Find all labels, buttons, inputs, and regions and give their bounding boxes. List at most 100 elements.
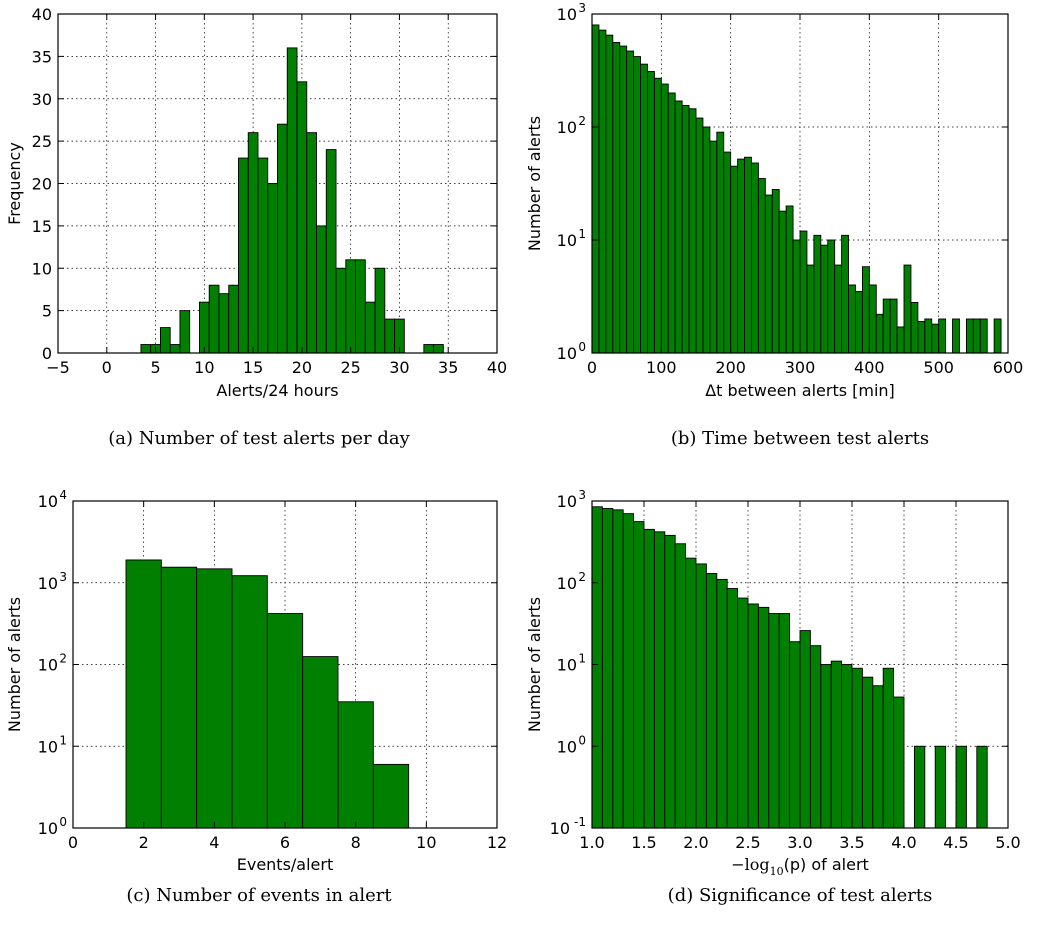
y-tick-label: 10	[38, 574, 58, 593]
x-tick-label: 2	[139, 833, 149, 852]
y-tick-label: 0	[42, 344, 52, 363]
histogram-bar	[889, 298, 898, 354]
panel-caption: (b) Time between test alerts	[671, 428, 929, 449]
histogram-bar	[316, 225, 327, 354]
x-axis-label-subscript: 10	[770, 865, 784, 878]
y-tick-exponent: 3	[59, 570, 67, 584]
histogram-bar	[872, 685, 884, 829]
histogram-bar	[827, 239, 836, 354]
histogram-bar	[695, 563, 707, 829]
y-tick-exponent: 2	[59, 652, 67, 666]
y-tick-label: 10	[557, 5, 577, 24]
x-tick-label: 40	[487, 358, 507, 377]
histogram-bar	[423, 344, 435, 354]
histogram-bar	[938, 318, 947, 354]
histogram-bar	[931, 323, 940, 354]
histogram-bar	[653, 77, 662, 354]
x-tick-label: 30	[389, 358, 409, 377]
x-axis-label: −log10(p) of alert	[731, 855, 869, 878]
histogram-bar	[952, 318, 960, 354]
histogram-bar	[841, 234, 849, 354]
x-tick-label: 200	[715, 358, 746, 377]
histogram-bar	[591, 506, 603, 829]
x-tick-label: 4.0	[891, 833, 916, 852]
histogram-bar	[757, 606, 770, 829]
histogram-bar	[337, 701, 374, 829]
y-tick-label: 10	[557, 656, 577, 675]
histogram-bar	[726, 588, 739, 829]
histogram-bar	[612, 42, 621, 354]
x-axis-label-suffix: (p) of alert	[784, 855, 869, 874]
histogram-bar	[723, 151, 732, 354]
x-tick-label: 2.5	[735, 833, 760, 852]
histogram-bar	[296, 81, 308, 354]
x-tick-label: 600	[993, 358, 1024, 377]
x-tick-label: 0	[68, 833, 78, 852]
y-tick-label: 10	[38, 492, 58, 511]
y-tick-label: 10	[38, 737, 58, 756]
x-tick-label: 12	[487, 833, 507, 852]
histogram-bar	[674, 100, 683, 354]
y-tick-exponent: 2	[578, 114, 586, 128]
histogram-bar	[965, 318, 974, 354]
histogram-bar	[820, 244, 829, 354]
histogram-bar	[934, 745, 947, 829]
x-tick-label: 300	[785, 358, 816, 377]
histogram-bar	[861, 676, 874, 829]
histogram-bar	[125, 559, 162, 829]
x-tick-label: 0	[587, 358, 597, 377]
panel-d-significance-chart: 1.0 1.5 2.0 2.5 3.0 3.5 4.0 4.5 5.0-110010110210…	[525, 488, 1021, 906]
y-axis-label: Number of alerts	[525, 116, 544, 251]
histogram-bar	[605, 34, 614, 354]
histogram-bar	[228, 284, 239, 354]
histogram-bar	[355, 259, 366, 354]
histogram-bar	[169, 344, 181, 354]
x-tick-label: 6	[280, 833, 290, 852]
histogram-bar	[688, 108, 697, 354]
histogram-bar	[266, 613, 304, 829]
y-axis-label: Frequency	[5, 142, 24, 225]
x-tick-label: 3.5	[839, 833, 864, 852]
histogram-bar	[716, 131, 725, 354]
histogram-bar	[612, 509, 624, 829]
histogram-bar	[830, 660, 843, 829]
histogram-bar	[598, 29, 607, 354]
y-tick-label: 40	[32, 5, 52, 24]
histogram-bar	[893, 696, 905, 829]
histogram-bar	[851, 667, 863, 829]
histogram-bar	[834, 264, 843, 354]
histogram-bar	[633, 56, 641, 354]
x-tick-label: 15	[243, 358, 263, 377]
histogram-bar	[993, 318, 1002, 354]
histogram-bar	[257, 157, 269, 354]
histogram-bar	[737, 158, 745, 354]
histogram-bar	[882, 298, 891, 354]
histogram-bar	[199, 301, 210, 354]
x-tick-label: 35	[438, 358, 458, 377]
y-tick-exponent: 1	[578, 227, 586, 241]
x-tick-label: 4.5	[943, 833, 968, 852]
histogram-bar	[778, 210, 787, 354]
y-tick-label: 10	[32, 259, 52, 278]
histogram-bar	[806, 264, 815, 354]
y-tick-label: 25	[32, 132, 52, 151]
y-tick-label: 30	[32, 90, 52, 109]
x-tick-label: 4	[209, 833, 219, 852]
y-tick-label: 10	[550, 819, 570, 838]
histogram-bar	[861, 266, 870, 354]
y-tick-exponent: 0	[59, 815, 67, 829]
y-tick-exponent: -1	[574, 815, 586, 829]
panel-caption: (d) Significance of test alerts	[668, 885, 933, 906]
x-tick-label: 0	[102, 358, 112, 377]
histogram-bar	[231, 575, 268, 829]
histogram-bar	[681, 105, 690, 354]
histogram-bar	[709, 140, 718, 354]
histogram-bar	[160, 566, 198, 829]
x-axis-label: Δt between alerts [min]	[705, 381, 895, 400]
panel-caption: (c) Number of events in alert	[126, 885, 392, 906]
histogram-bar	[664, 534, 676, 829]
y-tick-label: 10	[557, 574, 577, 593]
histogram-bar	[591, 24, 600, 354]
